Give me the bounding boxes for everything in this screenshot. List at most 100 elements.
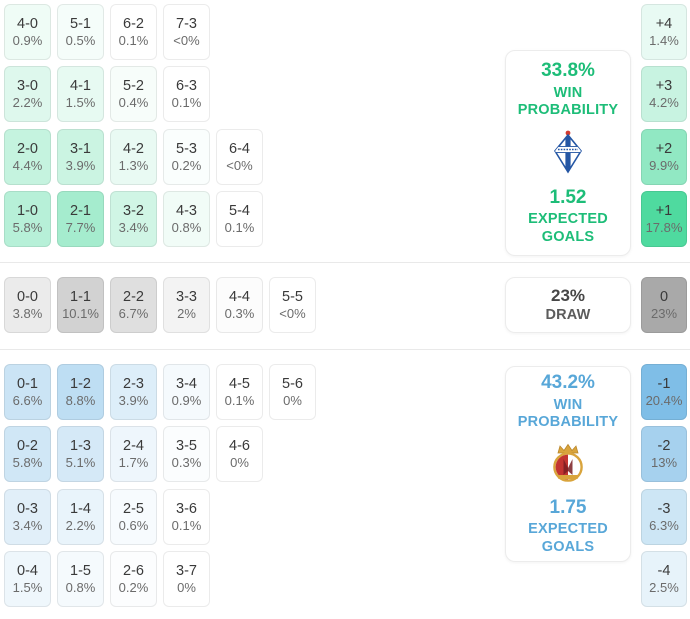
score-cell: 3-2 3.4% xyxy=(110,191,157,247)
scoreline-label: 6-2 xyxy=(123,15,144,32)
score-cell: 1-5 0.8% xyxy=(57,551,104,607)
score-cell: 2-0 4.4% xyxy=(4,129,51,185)
scoreline-label: 0-3 xyxy=(17,500,38,517)
scoreline-label: 1-4 xyxy=(70,500,91,517)
scoreline-label: 2-0 xyxy=(17,140,38,157)
scoreline-label: +4 xyxy=(655,15,673,32)
probability-value: 2% xyxy=(177,306,196,322)
score-cell: 0-0 3.8% xyxy=(4,277,51,333)
score-cell: 6-2 0.1% xyxy=(110,4,157,60)
probability-value: 5.1% xyxy=(65,455,96,471)
home-summary-card: 33.8% WIN PROBABILITY 1.52 EXPECTED GOAL… xyxy=(505,50,631,256)
score-cell: 7-3 <0% xyxy=(163,4,210,60)
probability-value: 6.6% xyxy=(12,393,43,409)
probability-value: 10.1% xyxy=(62,306,99,322)
scoreline-label: 5-2 xyxy=(123,77,144,94)
probability-value: 20.4% xyxy=(645,393,683,409)
probability-value: <0% xyxy=(226,158,253,174)
home-team-crest-icon xyxy=(551,130,585,179)
away-summary-card: 43.2% WIN PROBABILITY 1.75 EXPECTED GOAL… xyxy=(505,366,631,562)
score-cell: 4-6 0% xyxy=(216,426,263,482)
probability-value: 0.6% xyxy=(118,518,149,534)
probability-value: 13% xyxy=(650,455,678,471)
score-cell: 6-3 0.1% xyxy=(163,66,210,122)
goal-diff-cell: 0 23% xyxy=(641,277,687,333)
scoreline-label: -4 xyxy=(657,562,671,579)
probability-value: 0% xyxy=(177,580,196,596)
scoreline-label: 0-0 xyxy=(17,288,38,305)
scoreline-label: 3-3 xyxy=(176,288,197,305)
scoreline-label: 4-6 xyxy=(229,437,250,454)
goal-diff-cell: -1 20.4% xyxy=(641,364,687,420)
score-cell: 0-3 3.4% xyxy=(4,489,51,545)
probability-value: 0.1% xyxy=(224,220,255,236)
probability-value: 1.3% xyxy=(118,158,149,174)
probability-value: 0.9% xyxy=(12,33,43,49)
probability-value: 3.8% xyxy=(12,306,43,322)
goal-diff-cell: -4 2.5% xyxy=(641,551,687,607)
home-win-probability-label: WIN PROBABILITY xyxy=(517,84,619,119)
score-cell: 2-4 1.7% xyxy=(110,426,157,482)
scoreline-label: 3-0 xyxy=(17,77,38,94)
score-cell: 5-5 <0% xyxy=(269,277,316,333)
score-cell: 3-0 2.2% xyxy=(4,66,51,122)
scoreline-label: -3 xyxy=(657,500,671,517)
draw-probability-value: 23% xyxy=(550,285,586,305)
probability-value: 6.7% xyxy=(118,306,149,322)
score-cell: 4-4 0.3% xyxy=(216,277,263,333)
scoreline-label: -1 xyxy=(657,375,671,392)
scoreline-label: 0-4 xyxy=(17,562,38,579)
scoreline-label: 4-5 xyxy=(229,375,250,392)
score-cell: 4-0 0.9% xyxy=(4,4,51,60)
probability-value: 2.5% xyxy=(649,580,679,596)
scoreline-label: 2-1 xyxy=(70,202,91,219)
away-win-probability-value: 43.2% xyxy=(541,371,595,393)
scoreline-label: 2-6 xyxy=(123,562,144,579)
score-cell: 0-4 1.5% xyxy=(4,551,51,607)
probability-value: <0% xyxy=(173,33,200,49)
probability-value: 5.8% xyxy=(12,220,43,236)
scoreline-label: 3-6 xyxy=(176,500,197,517)
away-team-crest-icon xyxy=(549,442,587,489)
probability-value: 1.4% xyxy=(649,33,679,49)
probability-value: 2.2% xyxy=(12,95,43,111)
score-cell: 4-5 0.1% xyxy=(216,364,263,420)
probability-value: 5.8% xyxy=(12,455,43,471)
score-cell: 3-7 0% xyxy=(163,551,210,607)
scoreline-label: 3-1 xyxy=(70,140,91,157)
score-cell: 5-6 0% xyxy=(269,364,316,420)
probability-value: 0.1% xyxy=(171,518,202,534)
score-cell: 2-1 7.7% xyxy=(57,191,104,247)
scoreline-label: 6-3 xyxy=(176,77,197,94)
probability-value: 8.8% xyxy=(65,393,96,409)
score-cell: 3-3 2% xyxy=(163,277,210,333)
scoreline-label: +2 xyxy=(655,140,673,157)
score-cell: 3-4 0.9% xyxy=(163,364,210,420)
scoreline-label: 3-4 xyxy=(176,375,197,392)
goal-diff-cell: +3 4.2% xyxy=(641,66,687,122)
score-cell: 2-6 0.2% xyxy=(110,551,157,607)
probability-value: 3.4% xyxy=(118,220,149,236)
probability-value: 0.1% xyxy=(224,393,255,409)
probability-value: 0.3% xyxy=(224,306,255,322)
score-cell: 4-2 1.3% xyxy=(110,129,157,185)
draw-summary-card: 23% DRAW xyxy=(505,277,631,333)
scoreline-label: +1 xyxy=(655,202,673,219)
probability-value: 6.3% xyxy=(649,518,679,534)
probability-value: 0.1% xyxy=(171,95,202,111)
score-cell: 0-2 5.8% xyxy=(4,426,51,482)
scoreline-label: -2 xyxy=(657,437,671,454)
away-expected-goals-label: EXPECTED GOALS xyxy=(528,521,608,555)
score-cell: 3-1 3.9% xyxy=(57,129,104,185)
score-cell: 5-3 0.2% xyxy=(163,129,210,185)
scoreline-label: 4-4 xyxy=(229,288,250,305)
probability-value: 0.1% xyxy=(118,33,149,49)
scoreline-label: 4-2 xyxy=(123,140,144,157)
scoreline-label: 3-5 xyxy=(176,437,197,454)
score-cell: 5-4 0.1% xyxy=(216,191,263,247)
scoreline-label: 1-5 xyxy=(70,562,91,579)
probability-value: 1.5% xyxy=(65,95,96,111)
probability-value: 0.8% xyxy=(171,220,202,236)
home-expected-goals-label: EXPECTED GOALS xyxy=(528,211,608,245)
